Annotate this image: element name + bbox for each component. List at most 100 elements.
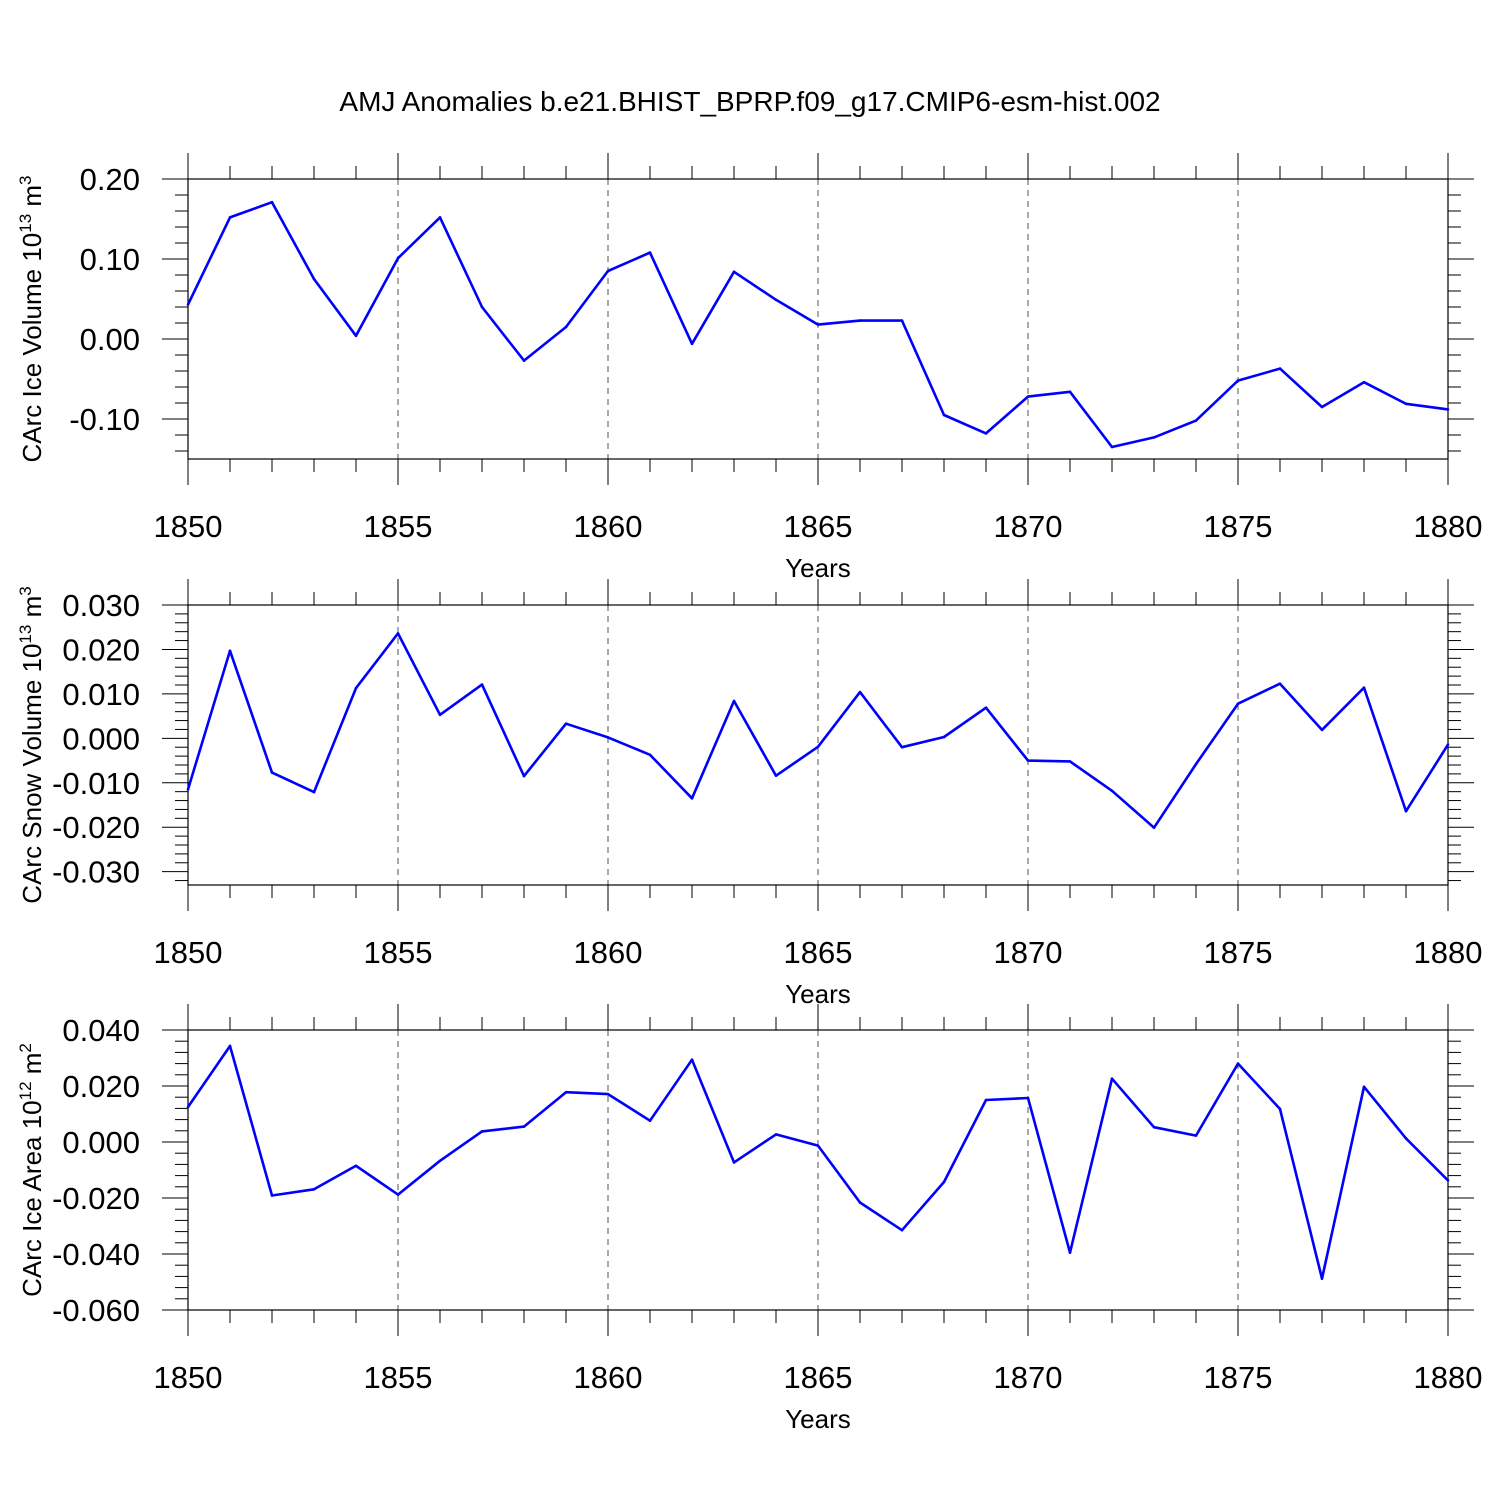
data-point — [1236, 1062, 1240, 1065]
data-point — [942, 1180, 946, 1184]
data-point — [648, 251, 652, 254]
data-point — [312, 277, 316, 281]
data-point — [438, 1159, 442, 1163]
data-point — [732, 270, 736, 274]
data-point — [816, 1144, 820, 1147]
data-point — [270, 1194, 274, 1197]
data-point — [1026, 395, 1030, 398]
x-tick-label: 1880 — [1414, 1360, 1483, 1395]
data-point — [1278, 1107, 1282, 1111]
data-point — [564, 325, 568, 329]
data-point — [1362, 686, 1366, 689]
data-point — [732, 1161, 736, 1164]
data-point — [522, 1125, 526, 1128]
y-tick-label: 0.000 — [62, 1125, 140, 1160]
data-point — [1320, 405, 1324, 409]
data-point — [690, 797, 694, 800]
y-tick-label: -0.060 — [52, 1293, 140, 1328]
data-point — [396, 1193, 400, 1196]
panel-2: 0.030 0.020 0.010 0.000 -0.010 -0.020 -0.030 18… — [16, 579, 1482, 1009]
data-point — [1278, 367, 1282, 370]
y-axis-label: CArc Ice Volume 1013 m3 — [16, 175, 47, 462]
data-point — [438, 216, 442, 219]
data-point — [228, 649, 232, 653]
data-point — [1278, 682, 1282, 685]
y-tick-label: 0.020 — [62, 632, 140, 667]
x-axis-label: Years — [785, 553, 851, 583]
data-point — [816, 745, 820, 749]
figure-title: AMJ Anomalies b.e21.BHIST_BPRP.f09_g17.C… — [339, 86, 1161, 117]
x-tick-label: 1875 — [1204, 935, 1273, 970]
data-point — [564, 722, 568, 725]
y-axis-label: CArc Ice Area 1012 m2 — [16, 1043, 47, 1297]
y-tick-label: -0.020 — [52, 1181, 140, 1216]
y-tick-label: 0.030 — [62, 588, 140, 623]
y-tick-label: 0.020 — [62, 1069, 140, 1104]
data-point — [396, 632, 400, 635]
data-point — [606, 736, 610, 739]
y-tick-label: -0.020 — [52, 810, 140, 845]
data-point — [1236, 379, 1240, 382]
data-point — [186, 303, 190, 306]
data-point — [564, 1090, 568, 1094]
data-point — [186, 788, 190, 791]
data-point — [858, 319, 862, 322]
y-tick-label: 0.00 — [80, 322, 140, 357]
data-point — [1446, 408, 1450, 411]
data-point — [1446, 1179, 1450, 1182]
x-tick-label: 1855 — [364, 935, 433, 970]
x-tick-label: 1870 — [994, 509, 1063, 544]
data-point — [1362, 1085, 1366, 1089]
data-point — [1152, 826, 1156, 829]
data-point — [480, 683, 484, 686]
x-tick-label: 1855 — [364, 1360, 433, 1395]
y-tick-label: 0.000 — [62, 721, 140, 756]
x-tick-label: 1880 — [1414, 935, 1483, 970]
x-tick-label: 1850 — [154, 935, 223, 970]
y-tick-label: 0.040 — [62, 1013, 140, 1048]
data-point — [942, 413, 946, 417]
data-point — [690, 1058, 694, 1061]
data-point — [606, 1092, 610, 1096]
data-point — [1404, 809, 1408, 813]
plot-frame — [187, 178, 1449, 460]
data-point — [690, 342, 694, 346]
data-point — [942, 735, 946, 739]
data-point — [1404, 1137, 1408, 1140]
data-point — [858, 1201, 862, 1204]
x-tick-label: 1880 — [1414, 509, 1483, 544]
data-point — [1110, 1077, 1114, 1081]
data-point — [648, 753, 652, 757]
data-point — [648, 1119, 652, 1123]
data-point — [1320, 1277, 1324, 1280]
x-axis-label: Years — [785, 1404, 851, 1434]
data-point — [900, 319, 904, 322]
x-tick-label: 1870 — [994, 935, 1063, 970]
panel-1: 0.20 0.10 0.00 -0.10 1850 1855 1860 1865 1870 187… — [16, 153, 1482, 583]
data-point — [774, 1133, 778, 1136]
data-point — [900, 745, 904, 749]
x-tick-label: 1870 — [994, 1360, 1063, 1395]
data-point — [312, 790, 316, 794]
data-point — [774, 298, 778, 302]
y-tick-label: 0.20 — [80, 162, 140, 197]
data-point — [1404, 402, 1408, 406]
data-point — [900, 1228, 904, 1232]
data-point — [270, 771, 274, 774]
x-tick-label: 1865 — [784, 509, 853, 544]
data-point — [228, 216, 232, 219]
plot-frame — [187, 1029, 1449, 1311]
data-point — [522, 359, 526, 362]
data-point — [354, 334, 358, 338]
data-point — [354, 686, 358, 690]
x-tick-label: 1850 — [154, 1360, 223, 1395]
x-tick-label: 1855 — [364, 509, 433, 544]
data-point — [312, 1188, 316, 1191]
data-point — [354, 1164, 358, 1168]
data-point — [1110, 445, 1114, 449]
x-tick-label: 1860 — [574, 1360, 643, 1395]
x-tick-label: 1860 — [574, 935, 643, 970]
data-point — [984, 432, 988, 435]
